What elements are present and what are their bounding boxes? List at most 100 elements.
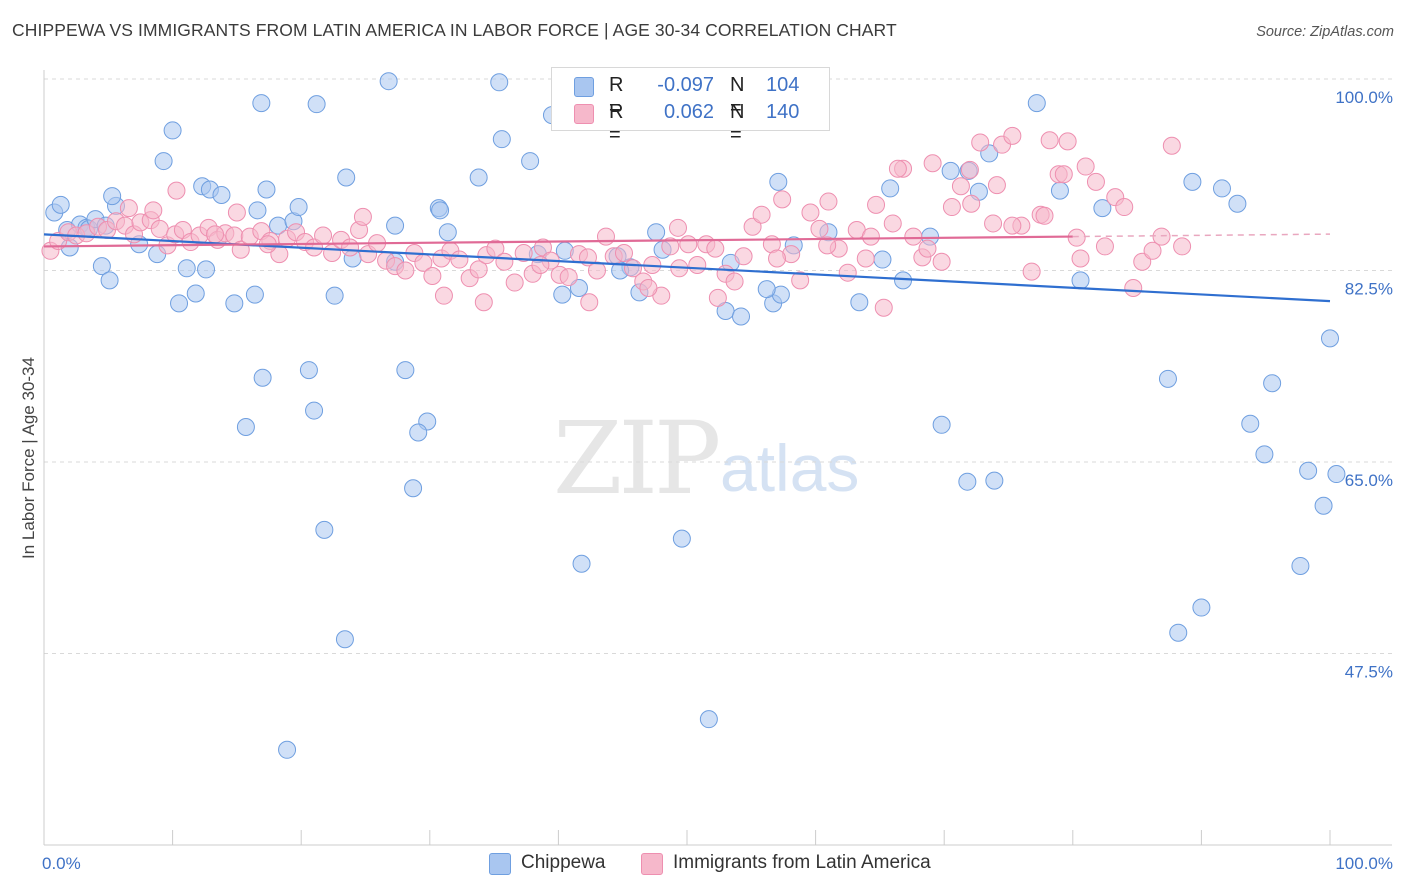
point-latin xyxy=(505,273,524,292)
point-latin xyxy=(227,203,246,222)
point-latin xyxy=(942,198,961,217)
point-latin xyxy=(679,235,698,254)
point-chippewa xyxy=(850,293,869,312)
point-latin xyxy=(971,133,990,152)
point-latin xyxy=(469,260,488,279)
point-latin xyxy=(1115,198,1134,217)
point-chippewa xyxy=(248,201,267,220)
watermark-zip: ZIP xyxy=(553,400,721,517)
point-latin xyxy=(587,261,606,280)
x-tick-label: 0.0% xyxy=(42,854,81,873)
point-latin xyxy=(206,225,225,244)
point-chippewa xyxy=(177,259,196,278)
legend-r-key: R = xyxy=(609,74,624,119)
point-latin xyxy=(596,227,615,246)
point-chippewa xyxy=(225,294,244,313)
point-latin xyxy=(1040,131,1059,150)
y-tick-label: 82.5% xyxy=(1345,280,1393,299)
legend-swatch-latin xyxy=(574,104,594,124)
point-chippewa xyxy=(335,630,354,649)
y-tick-label: 100.0% xyxy=(1335,88,1393,107)
point-chippewa xyxy=(379,72,398,91)
point-chippewa xyxy=(647,223,666,242)
point-chippewa xyxy=(315,520,334,539)
point-chippewa xyxy=(1291,556,1310,575)
point-chippewa xyxy=(299,361,318,380)
point-chippewa xyxy=(1027,94,1046,113)
point-latin xyxy=(1071,249,1090,268)
point-latin xyxy=(708,288,727,307)
point-latin xyxy=(1095,237,1114,256)
point-chippewa xyxy=(672,529,691,548)
point-latin xyxy=(396,261,415,280)
point-latin xyxy=(752,205,771,224)
point-latin xyxy=(818,236,837,255)
series-legend: Chippewa Immigrants from Latin America xyxy=(0,851,1406,877)
axes xyxy=(43,70,1392,846)
data-points xyxy=(41,72,1346,759)
point-latin xyxy=(801,203,820,222)
point-latin xyxy=(867,195,886,214)
point-chippewa xyxy=(1050,181,1069,200)
trend-line-latin-extension xyxy=(1072,233,1331,238)
point-latin xyxy=(314,226,333,245)
point-latin xyxy=(450,250,469,269)
point-latin xyxy=(614,243,633,262)
point-chippewa xyxy=(732,307,751,326)
point-latin xyxy=(743,217,762,236)
point-chippewa xyxy=(572,554,591,573)
point-chippewa xyxy=(769,172,788,191)
point-chippewa xyxy=(958,472,977,491)
point-latin xyxy=(1143,241,1162,260)
point-chippewa xyxy=(163,121,182,140)
point-latin xyxy=(661,237,680,256)
point-chippewa xyxy=(1158,369,1177,388)
point-latin xyxy=(1035,206,1054,225)
point-chippewa xyxy=(92,257,111,276)
point-chippewa xyxy=(1321,329,1339,348)
point-latin xyxy=(725,272,744,291)
legend-n-value: 140 xyxy=(766,101,800,123)
point-chippewa xyxy=(438,223,457,242)
point-chippewa xyxy=(985,471,1004,490)
point-latin xyxy=(888,159,907,178)
point-latin xyxy=(1086,172,1105,191)
point-latin xyxy=(960,160,979,179)
point-latin xyxy=(434,286,453,305)
point-latin xyxy=(791,271,810,290)
point-chippewa xyxy=(245,285,264,304)
trend-line-latin xyxy=(43,235,1073,248)
point-chippewa xyxy=(553,285,572,304)
point-chippewa xyxy=(431,201,450,220)
point-chippewa xyxy=(170,294,189,313)
series-swatch-latin xyxy=(641,853,663,875)
point-latin xyxy=(495,252,514,271)
point-latin xyxy=(1003,126,1022,145)
point-chippewa xyxy=(100,271,119,290)
point-latin xyxy=(856,249,875,268)
point-chippewa xyxy=(1183,172,1202,191)
point-chippewa xyxy=(252,94,271,113)
point-chippewa xyxy=(699,710,718,729)
point-chippewa xyxy=(51,195,70,214)
point-latin xyxy=(883,214,902,233)
point-latin xyxy=(668,218,687,237)
point-latin xyxy=(932,252,951,271)
point-latin xyxy=(474,293,493,312)
y-tick-label: 47.5% xyxy=(1345,663,1393,682)
point-latin xyxy=(904,227,923,246)
trend-line-chippewa xyxy=(43,233,1331,303)
point-chippewa xyxy=(253,368,272,387)
point-latin xyxy=(861,227,880,246)
point-chippewa xyxy=(404,479,423,498)
point-chippewa xyxy=(1263,374,1282,393)
point-latin xyxy=(1076,157,1095,176)
point-chippewa xyxy=(1255,445,1274,464)
trend-lines xyxy=(43,233,1331,303)
point-chippewa xyxy=(305,401,324,420)
x-tick-label: 100.0% xyxy=(1335,854,1393,873)
legend-n-key: N = xyxy=(730,74,745,119)
point-latin xyxy=(706,239,725,258)
point-latin xyxy=(918,239,937,258)
